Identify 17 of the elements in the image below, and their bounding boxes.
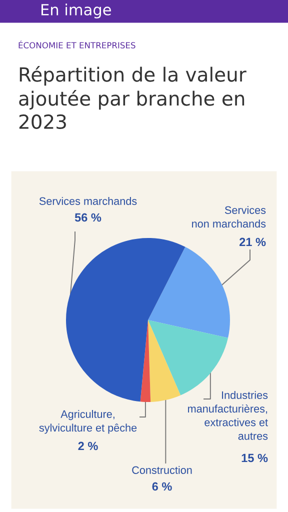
slice-label: Services marchands xyxy=(39,197,137,205)
pie-slice xyxy=(66,238,186,402)
slice-label: Agriculture, sylviculture et pêche xyxy=(39,410,137,434)
slice-label: Construction xyxy=(132,466,192,474)
pie-slice xyxy=(148,246,230,338)
pie-slice xyxy=(140,320,151,402)
data-label: 2 % xyxy=(78,442,98,450)
data-label: 21 % xyxy=(240,238,266,246)
slice-label: Industries manufacturières, extractives et autres xyxy=(188,391,268,440)
chart-subtitle: ÉCONOMIE ET ENTREPRISES xyxy=(18,40,136,48)
data-label: 15 % xyxy=(242,454,268,462)
slice-label: Services non marchands xyxy=(192,206,266,228)
pie-slice xyxy=(148,320,181,402)
data-label: 6 % xyxy=(152,482,172,491)
data-label: 56 % xyxy=(74,213,102,222)
chart-title: Répartition de la valeur ajoutée par branche en 2023 xyxy=(19,66,246,130)
text: En image xyxy=(42,4,111,18)
